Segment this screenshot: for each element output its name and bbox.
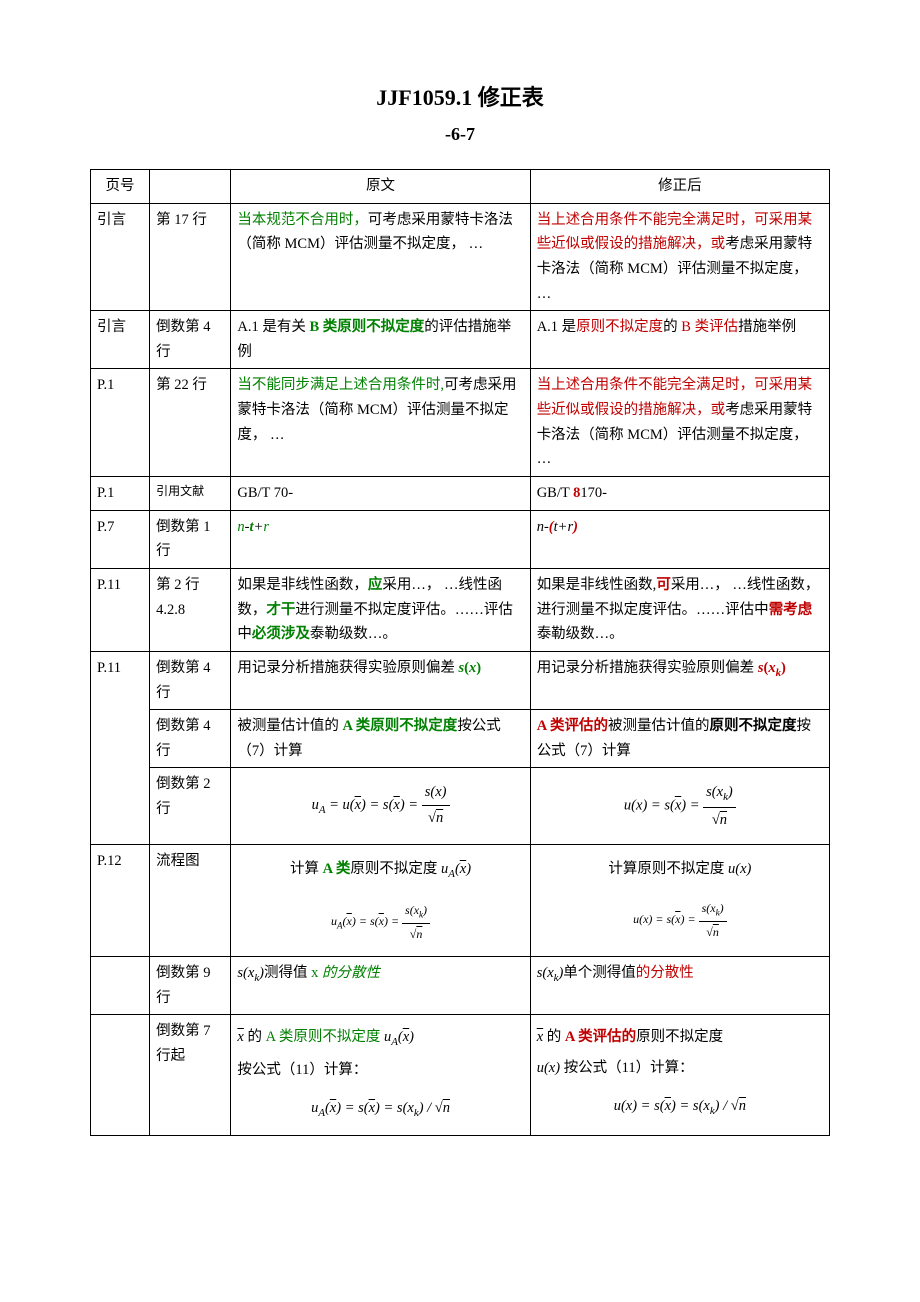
col-corrected: 修正后: [530, 169, 829, 203]
cell-corrected: 计算原则不拟定度 u(x) u(x) = s(x) = s(xk)√n: [530, 845, 829, 956]
cell-corrected: 如果是非线性函数,可采用…， …线性函数，进行测量不拟定度评估。……评估中需考虑…: [530, 568, 829, 651]
formula: uA(x) = s(x) = s(xk) / √n: [237, 1088, 523, 1130]
cell-original: s(xk)测得值 x 的分散性: [231, 956, 530, 1014]
cell-corrected: 当上述合用条件不能完全满足时，可采用某些近似或假设的措施解决，或考虑采用蒙特卡洛…: [530, 369, 829, 477]
formula: u(x) = s(x) = s(xk) / √n: [537, 1086, 823, 1128]
cell-page: P.11: [91, 651, 150, 845]
correction-table: 页号 原文 修正后 引言 第 17 行 当本规范不合用时，可考虑采用蒙特卡洛法（…: [90, 169, 830, 1136]
table-row: 倒数第 2 行 uA = u(x) = s(x) = s(x)√n u(x) =…: [91, 768, 830, 845]
formula: uA = u(x) = s(x) = s(x)√n: [237, 772, 523, 838]
table-row: 倒数第 9 行 s(xk)测得值 x 的分散性 s(xk)单个测得值的分散性: [91, 956, 830, 1014]
cell-original: 当本规范不合用时，可考虑采用蒙特卡洛法（简称 MCM）评估测量不拟定度， …: [231, 203, 530, 311]
doc-title: JJF1059.1 修正表: [90, 80, 830, 115]
table-row: P.11 第 2 行 4.2.8 如果是非线性函数，应采用…， …线性函数，才干…: [91, 568, 830, 651]
formula: u(x) = s(x) = s(xk)√n: [537, 772, 823, 840]
formula: u(x) = s(x) = s(xk)√n: [537, 890, 823, 950]
cell-page: 引言: [91, 311, 150, 369]
table-header-row: 页号 原文 修正后: [91, 169, 830, 203]
cell-corrected: A.1 是原则不拟定度的 B 类评估措施举例: [530, 311, 829, 369]
cell-loc: 倒数第 4 行: [150, 311, 231, 369]
cell-original: GB/T 70-: [231, 477, 530, 511]
cell-loc: 第 2 行 4.2.8: [150, 568, 231, 651]
cell-corrected: u(x) = s(x) = s(xk)√n: [530, 768, 829, 845]
cell-corrected: GB/T 8170-: [530, 477, 829, 511]
table-row: 引言 第 17 行 当本规范不合用时，可考虑采用蒙特卡洛法（简称 MCM）评估测…: [91, 203, 830, 311]
cell-page: 引言: [91, 203, 150, 311]
cell-page: P.11: [91, 568, 150, 651]
cell-loc: 倒数第 9 行: [150, 956, 231, 1014]
table-row: P.7 倒数第 1 行 n-t+r n-(t+r): [91, 510, 830, 568]
cell-original: 当不能同步满足上述合用条件时,可考虑采用蒙特卡洛法（简称 MCM）评估测量不拟定…: [231, 369, 530, 477]
cell-original: 被测量估计值的 A 类原则不拟定度按公式（7）计算: [231, 710, 530, 768]
cell-page: P.1: [91, 369, 150, 477]
cell-loc: 流程图: [150, 845, 231, 956]
table-row: P.1 引用文献 GB/T 70- GB/T 8170-: [91, 477, 830, 511]
cell-loc: 引用文献: [150, 477, 231, 511]
cell-corrected: A 类评估的被测量估计值的原则不拟定度按公式（7）计算: [530, 710, 829, 768]
cell-original: 计算 A 类原则不拟定度 uA(x) uA(x) = s(x) = s(xk)√…: [231, 845, 530, 956]
cell-corrected: n-(t+r): [530, 510, 829, 568]
doc-subtitle: -6-7: [90, 120, 830, 149]
cell-page: P.12: [91, 845, 150, 956]
col-original: 原文: [231, 169, 530, 203]
cell-original: x 的 A 类原则不拟定度 uA(x) 按公式（11）计算： uA(x) = s…: [231, 1015, 530, 1135]
cell-original: 如果是非线性函数，应采用…， …线性函数，才干进行测量不拟定度评估。……评估中必…: [231, 568, 530, 651]
table-row: 引言 倒数第 4 行 A.1 是有关 B 类原则不拟定度的评估措施举例 A.1 …: [91, 311, 830, 369]
table-row: P.12 流程图 计算 A 类原则不拟定度 uA(x) uA(x) = s(x)…: [91, 845, 830, 956]
table-row: 倒数第 7 行起 x 的 A 类原则不拟定度 uA(x) 按公式（11）计算： …: [91, 1015, 830, 1135]
cell-loc: 第 22 行: [150, 369, 231, 477]
cell-page: [91, 956, 150, 1014]
cell-corrected: 用记录分析措施获得实验原则偏差 s(xk): [530, 651, 829, 709]
cell-loc: 倒数第 2 行: [150, 768, 231, 845]
cell-loc: 倒数第 1 行: [150, 510, 231, 568]
cell-page: [91, 1015, 150, 1135]
table-row: 倒数第 4 行 被测量估计值的 A 类原则不拟定度按公式（7）计算 A 类评估的…: [91, 710, 830, 768]
cell-corrected: s(xk)单个测得值的分散性: [530, 956, 829, 1014]
cell-loc: 第 17 行: [150, 203, 231, 311]
cell-corrected: x 的 A 类评估的原则不拟定度 u(x) 按公式（11）计算： u(x) = …: [530, 1015, 829, 1135]
cell-original: A.1 是有关 B 类原则不拟定度的评估措施举例: [231, 311, 530, 369]
table-row: P.11 倒数第 4 行 用记录分析措施获得实验原则偏差 s(x) 用记录分析措…: [91, 651, 830, 709]
table-row: P.1 第 22 行 当不能同步满足上述合用条件时,可考虑采用蒙特卡洛法（简称 …: [91, 369, 830, 477]
cell-loc: 倒数第 4 行: [150, 710, 231, 768]
cell-original: n-t+r: [231, 510, 530, 568]
cell-loc: 倒数第 4 行: [150, 651, 231, 709]
cell-page: P.1: [91, 477, 150, 511]
col-loc: [150, 169, 231, 203]
cell-corrected: 当上述合用条件不能完全满足时，可采用某些近似或假设的措施解决，或考虑采用蒙特卡洛…: [530, 203, 829, 311]
cell-loc: 倒数第 7 行起: [150, 1015, 231, 1135]
col-page: 页号: [91, 169, 150, 203]
cell-page: P.7: [91, 510, 150, 568]
cell-original: uA = u(x) = s(x) = s(x)√n: [231, 768, 530, 845]
formula: uA(x) = s(x) = s(xk)√n: [237, 892, 523, 952]
cell-original: 用记录分析措施获得实验原则偏差 s(x): [231, 651, 530, 709]
